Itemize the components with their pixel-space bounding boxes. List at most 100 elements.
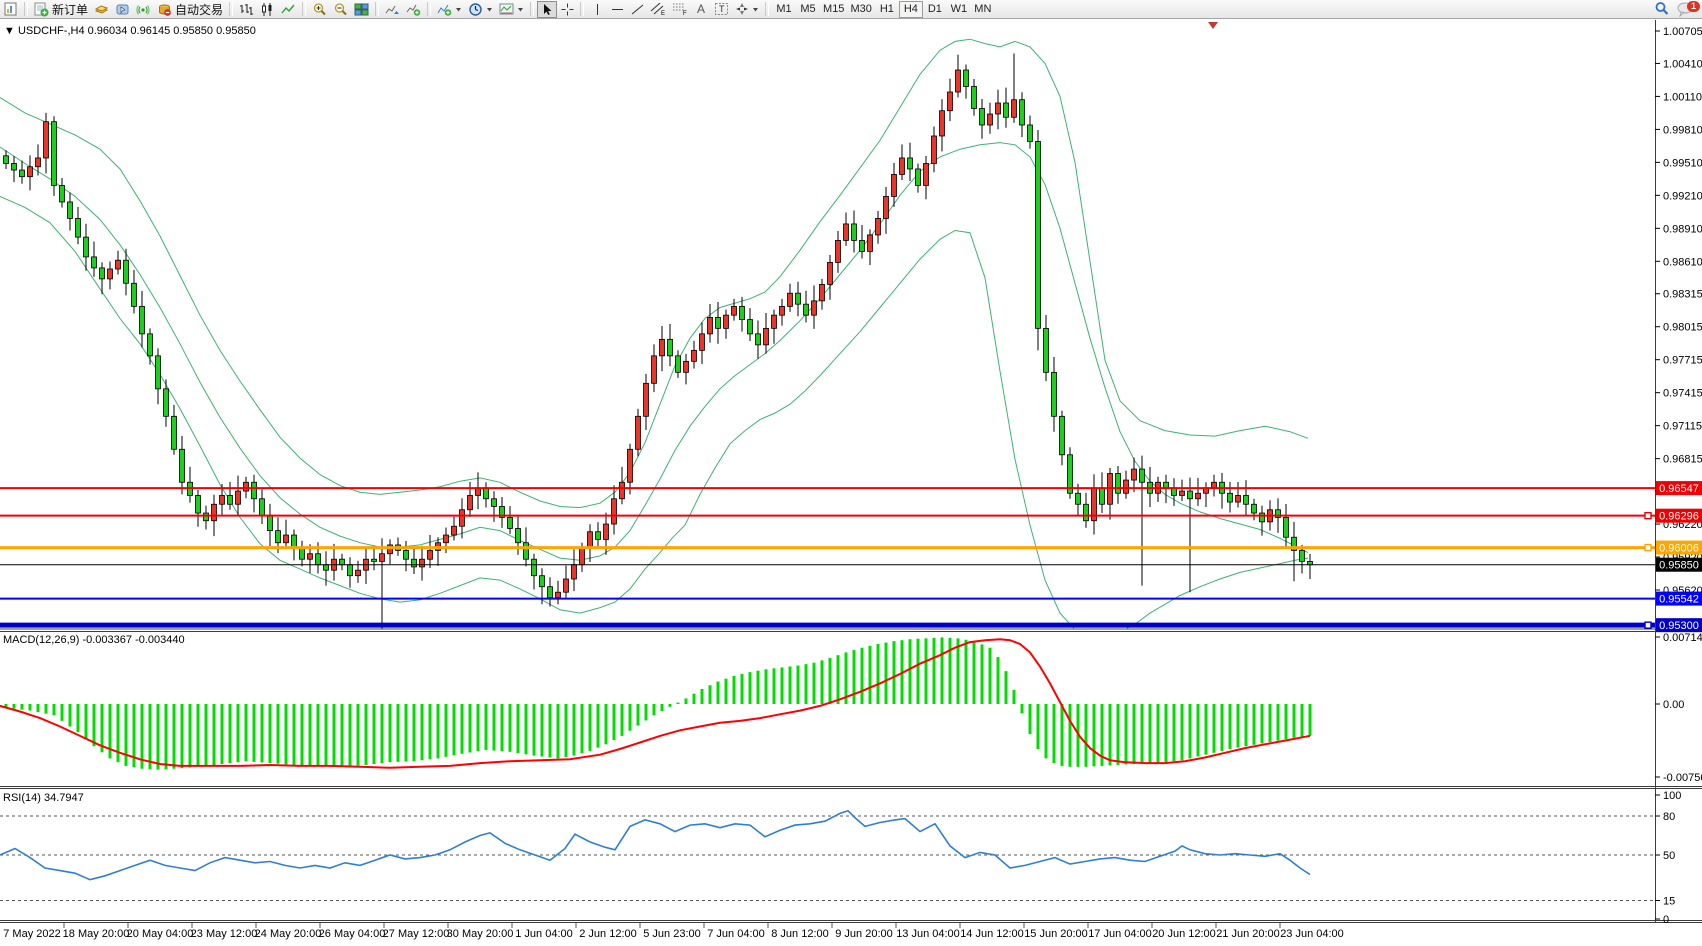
chevron-down-icon	[456, 7, 462, 11]
svg-text:7 May 2022: 7 May 2022	[3, 928, 60, 940]
auto-trading-button[interactable]: 自动交易	[154, 1, 226, 18]
arrows-icon	[736, 3, 749, 15]
svg-text:7 Jun 04:00: 7 Jun 04:00	[707, 928, 765, 940]
signal-icon	[136, 4, 150, 15]
tile-windows-button[interactable]	[351, 1, 372, 18]
svg-text:0.96815: 0.96815	[1663, 454, 1702, 466]
bollinger-upper	[0, 38, 1309, 509]
new-chart-icon	[4, 2, 17, 16]
timeframe-button-m5[interactable]: M5	[796, 1, 820, 18]
price-axis[interactable]: 1.00705 1.00410 1.00110 0.99810 0.99510 0.992…	[1655, 26, 1702, 597]
notification-badge: 1	[1686, 0, 1700, 12]
indicators-icon	[437, 4, 452, 16]
svg-text:0.97415: 0.97415	[1663, 388, 1702, 400]
svg-text:0.98610: 0.98610	[1663, 256, 1702, 268]
deposit-button[interactable]	[91, 1, 112, 18]
zoom-out-button[interactable]	[330, 1, 351, 18]
svg-text:1.00110: 1.00110	[1663, 91, 1702, 103]
svg-text:1.00705: 1.00705	[1663, 26, 1702, 38]
text-button[interactable]: A	[691, 1, 711, 18]
text-icon: A	[697, 2, 706, 16]
toolbar-separator	[302, 2, 307, 16]
bar-chart-icon	[240, 3, 254, 15]
chevron-down-icon	[487, 7, 493, 11]
svg-text:E: E	[661, 11, 665, 16]
arrows-button[interactable]	[732, 1, 762, 18]
chat-button[interactable]: 1	[1673, 0, 1700, 18]
svg-text:0.95850: 0.95850	[1659, 560, 1699, 572]
cursor-button[interactable]	[537, 0, 558, 18]
timeframe-button-m15[interactable]: M15	[820, 1, 847, 18]
rsi-label: RSI(14) 34.7947	[3, 792, 84, 804]
signals-button[interactable]	[133, 1, 154, 18]
chart-shift-marker[interactable]	[1208, 22, 1218, 29]
line-chart-button[interactable]	[278, 1, 299, 18]
horizontal-line-button[interactable]	[607, 1, 627, 18]
timeframe-button-h4[interactable]: H4	[898, 0, 923, 18]
timeframe-button-w1[interactable]: W1	[947, 1, 971, 18]
mql5-community-button[interactable]	[112, 1, 133, 18]
equidistant-channel-icon: E	[650, 2, 665, 16]
svg-text:0.96547: 0.96547	[1659, 483, 1699, 495]
macd-pane	[0, 637, 1312, 770]
svg-text:0.98315: 0.98315	[1663, 289, 1702, 301]
fibonacci-icon: F	[673, 3, 687, 16]
svg-text:0.96006: 0.96006	[1659, 543, 1699, 555]
svg-text:0.98910: 0.98910	[1663, 223, 1702, 235]
svg-text:14 Jun 12:00: 14 Jun 12:00	[960, 928, 1024, 940]
zoom-in-button[interactable]	[309, 1, 330, 18]
new-chart-button[interactable]	[1, 1, 21, 18]
vertical-line-icon	[596, 3, 598, 15]
svg-text:9 Jun 20:00: 9 Jun 20:00	[835, 928, 893, 940]
new-order-button[interactable]: 新订单	[31, 1, 91, 18]
chart-shift-button[interactable]	[403, 1, 424, 18]
bar-chart-button[interactable]	[236, 1, 257, 18]
rsi-line	[0, 809, 1311, 881]
chart-title[interactable]: ▼ USDCHF-,H4 0.96034 0.96145 0.95850 0.9…	[4, 25, 256, 37]
svg-text:100: 100	[1663, 790, 1681, 802]
auto-scroll-button[interactable]	[382, 1, 403, 18]
macd-signal-line	[0, 638, 1311, 769]
timeframe-button-mn[interactable]: MN	[971, 1, 995, 18]
svg-text:0.98015: 0.98015	[1663, 322, 1702, 334]
timeframe-button-m30[interactable]: M30	[847, 1, 874, 18]
candlesticks	[3, 53, 1313, 629]
svg-text:15: 15	[1663, 896, 1675, 908]
svg-text:27 May 12:00: 27 May 12:00	[383, 928, 450, 940]
svg-text:1.00410: 1.00410	[1663, 58, 1702, 70]
zoom-out-icon	[334, 2, 347, 15]
toolbar-separator	[375, 2, 380, 16]
zoom-in-icon	[313, 2, 326, 15]
crosshair-button[interactable]	[557, 1, 577, 18]
svg-text:5 Jun 23:00: 5 Jun 23:00	[643, 928, 701, 940]
periods-button[interactable]	[465, 1, 496, 18]
svg-text:15 Jun 20:00: 15 Jun 20:00	[1024, 928, 1088, 940]
search-button[interactable]	[1651, 1, 1673, 18]
vertical-line-button[interactable]	[587, 1, 607, 18]
toolbar: 新订单 自动交易	[0, 0, 1702, 19]
candlestick-chart-button[interactable]	[257, 1, 278, 18]
fibonacci-button[interactable]: F	[669, 1, 691, 18]
templates-button[interactable]	[496, 1, 527, 18]
timeframe-button-h1[interactable]: H1	[875, 1, 899, 18]
gold-coins-icon	[94, 4, 109, 14]
equidistant-channel-button[interactable]: E	[647, 1, 669, 18]
candlestick-chart-icon	[262, 2, 272, 16]
text-label-button[interactable]: T	[711, 1, 732, 18]
timeframe-button-d1[interactable]: D1	[923, 1, 947, 18]
timeframe-button-m1[interactable]: M1	[772, 1, 796, 18]
svg-text:80: 80	[1663, 811, 1675, 823]
svg-text:0.96296: 0.96296	[1659, 511, 1699, 523]
template-icon	[499, 3, 514, 14]
indicators-button[interactable]	[434, 1, 465, 18]
trendline-button[interactable]	[627, 1, 647, 18]
svg-text:0.007142: 0.007142	[1663, 632, 1702, 644]
svg-text:18 May 20:00: 18 May 20:00	[63, 928, 130, 940]
toolbar-right-group: 1	[1651, 0, 1700, 18]
horizontal-lines[interactable]: 0.96547 0.96296 0.96006 0.95542 0.95300 0.958…	[0, 481, 1702, 633]
toolbar-separator	[427, 2, 432, 16]
auto-scroll-icon	[385, 5, 400, 14]
svg-text:23 May 12:00: 23 May 12:00	[191, 928, 258, 940]
